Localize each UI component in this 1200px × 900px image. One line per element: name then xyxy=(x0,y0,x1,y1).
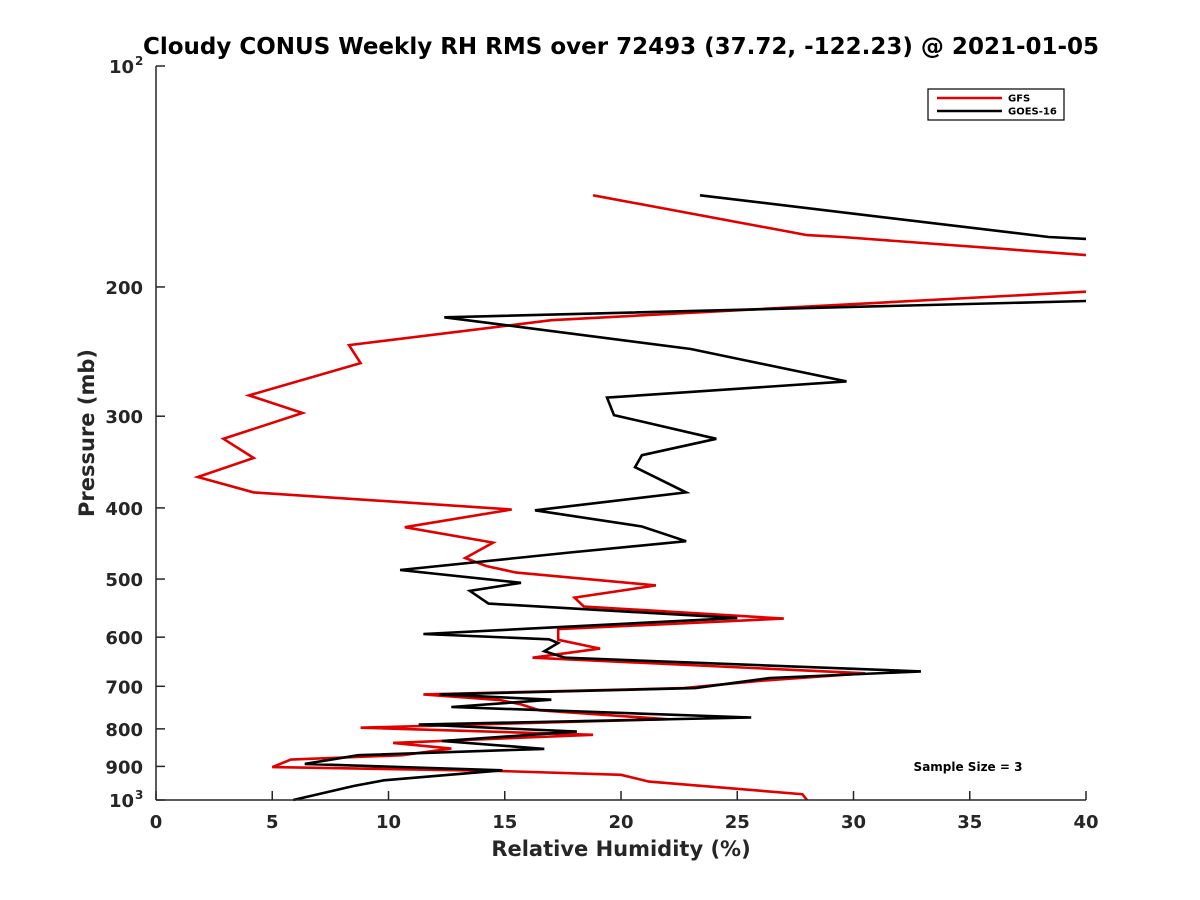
y-tick-label: 700 xyxy=(105,677,143,698)
y-tick-label: 10 xyxy=(109,57,134,78)
series-goes-16 xyxy=(292,194,1087,802)
x-axis-label: Relative Humidity (%) xyxy=(491,837,750,861)
x-tick-label: 5 xyxy=(266,812,279,833)
x-tick-label: 20 xyxy=(608,812,633,833)
legend: GFS GOES-16 xyxy=(927,88,1065,121)
x-tick-label: 0 xyxy=(150,812,163,833)
x-tick-label: 10 xyxy=(376,812,401,833)
y-tick-label-exponent: 2 xyxy=(135,54,143,68)
y-tick-label-exponent: 3 xyxy=(135,788,143,802)
plot-area: 0 5 10 15 20 25 30 35 40 10 220030040050060070080… xyxy=(105,54,1098,833)
y-tick-label: 200 xyxy=(105,278,143,299)
chart-title: Cloudy CONUS Weekly RH RMS over 72493 (3… xyxy=(143,34,1099,60)
series-goes-16-line-1 xyxy=(699,194,1087,241)
y-tick-label: 800 xyxy=(105,720,143,741)
x-ticks: 0 5 10 15 20 25 30 35 40 xyxy=(150,791,1099,833)
legend-box xyxy=(927,88,1065,121)
y-tick-label: 400 xyxy=(105,499,143,520)
y-tick-label: 900 xyxy=(105,757,143,778)
series-goes-16-line-2 xyxy=(292,299,1087,802)
x-tick-label: 15 xyxy=(492,812,517,833)
series-gfs-line-1 xyxy=(592,194,1087,257)
series-layer xyxy=(193,194,1087,802)
x-tick-label: 25 xyxy=(725,812,750,833)
legend-label-goes-16: GOES-16 xyxy=(1008,107,1057,118)
plot-background xyxy=(156,66,1086,800)
y-tick-label: 500 xyxy=(105,570,143,591)
x-tick-label: 35 xyxy=(957,812,982,833)
y-tick-label: 300 xyxy=(105,407,143,428)
y-tick-label: 600 xyxy=(105,628,143,649)
y-axis-label: Pressure (mb) xyxy=(75,349,99,517)
x-tick-label: 30 xyxy=(841,812,866,833)
y-tick-label: 10 xyxy=(109,791,134,812)
legend-label-gfs: GFS xyxy=(1008,94,1030,105)
sample-size-annotation: Sample Size = 3 xyxy=(914,760,1023,774)
x-tick-label: 40 xyxy=(1073,812,1098,833)
